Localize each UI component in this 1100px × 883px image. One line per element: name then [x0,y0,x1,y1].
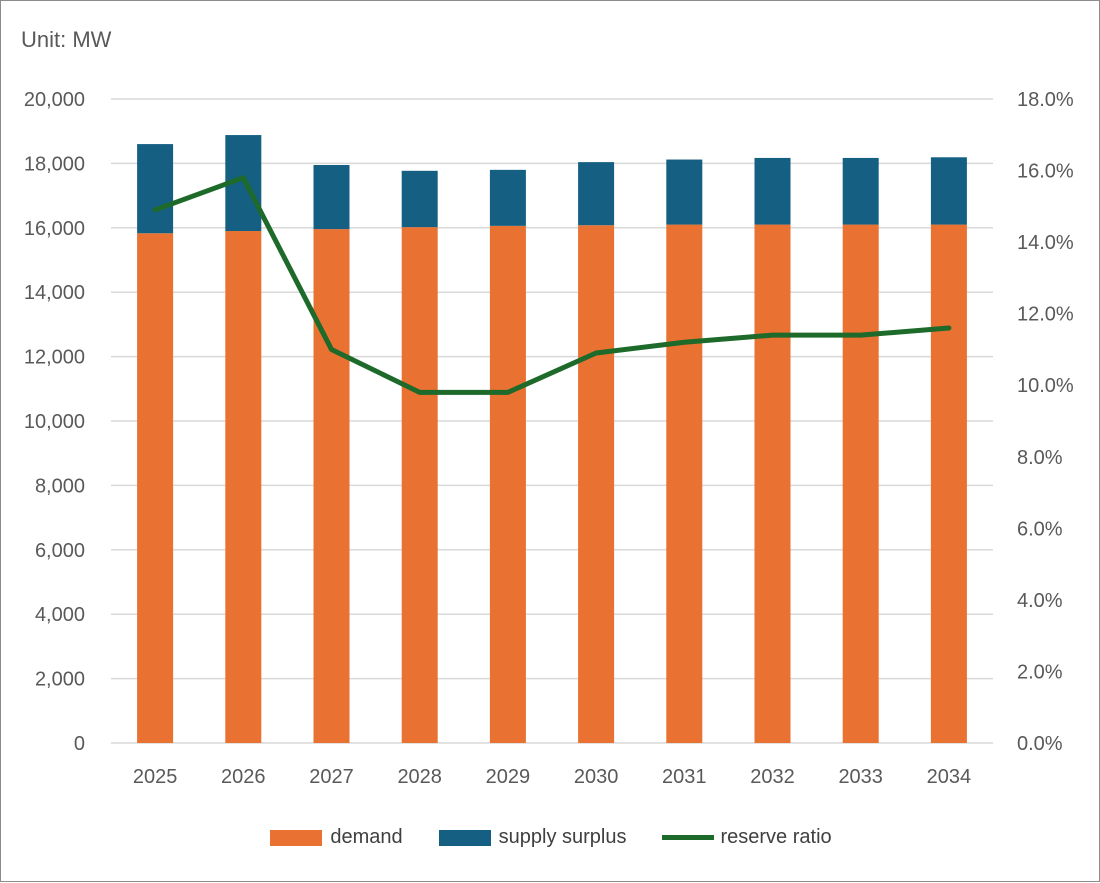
bar-demand [314,229,350,743]
bar-supply-surplus [137,144,173,233]
x-tick-label: 2034 [927,766,972,788]
y-tick-label: 8,000 [35,475,85,497]
y2-tick-label: 12.0% [1017,304,1074,326]
bar-demand [578,225,614,743]
x-tick-label: 2030 [574,766,619,788]
y2-tick-label: 8.0% [1017,447,1063,469]
legend-label-supply-surplus: supply surplus [499,826,627,849]
legend-swatch-reserve-ratio [662,835,714,840]
y2-tick-label: 16.0% [1017,161,1074,183]
bar-demand [490,226,526,743]
legend-label-reserve-ratio: reserve ratio [720,826,831,849]
x-tick-label: 2033 [838,766,883,788]
bar-supply-surplus [578,162,614,225]
bar-supply-surplus [490,170,526,226]
y-tick-label: 18,000 [24,153,85,175]
bar-supply-surplus [931,157,967,224]
line-reserve-ratio [155,178,949,393]
x-tick-label: 2027 [309,766,354,788]
bar-demand [137,233,173,743]
bar-demand [931,225,967,743]
x-tick-label: 2025 [133,766,178,788]
bar-supply-surplus [666,160,702,225]
x-tick-label: 2031 [662,766,707,788]
y2-tick-label: 2.0% [1017,661,1063,683]
y2-tick-label: 6.0% [1017,518,1063,540]
bar-demand [225,231,261,743]
y2-tick-label: 10.0% [1017,375,1074,397]
y-tick-label: 6,000 [35,540,85,562]
legend-item-reserve-ratio: reserve ratio [662,826,831,849]
legend-label-demand: demand [330,826,402,849]
bar-demand [755,225,791,743]
x-tick-label: 2029 [486,766,531,788]
legend: demand supply surplus reserve ratio [1,826,1100,849]
x-tick-label: 2032 [750,766,795,788]
y-tick-label: 12,000 [24,347,85,369]
y-tick-label: 4,000 [35,604,85,626]
bar-supply-surplus [314,165,350,229]
y2-tick-label: 4.0% [1017,590,1063,612]
y2-tick-label: 0.0% [1017,733,1063,755]
bar-demand [402,227,438,743]
bar-demand [843,225,879,743]
legend-item-supply-surplus: supply surplus [439,826,627,849]
bar-demand [666,225,702,743]
y-tick-label: 10,000 [24,411,85,433]
x-tick-label: 2028 [397,766,442,788]
bar-supply-surplus [755,158,791,225]
y2-tick-label: 18.0% [1017,89,1074,111]
x-tick-label: 2026 [221,766,266,788]
y-tick-label: 2,000 [35,669,85,691]
y-tick-label: 20,000 [24,89,85,111]
y-tick-label: 16,000 [24,218,85,240]
bar-supply-surplus [402,171,438,227]
bar-supply-surplus [843,158,879,225]
legend-swatch-supply-surplus [439,830,491,846]
y-tick-label: 0 [74,733,85,755]
y2-tick-label: 14.0% [1017,232,1074,254]
legend-item-demand: demand [270,826,402,849]
y-tick-label: 14,000 [24,282,85,304]
legend-swatch-demand [270,830,322,846]
